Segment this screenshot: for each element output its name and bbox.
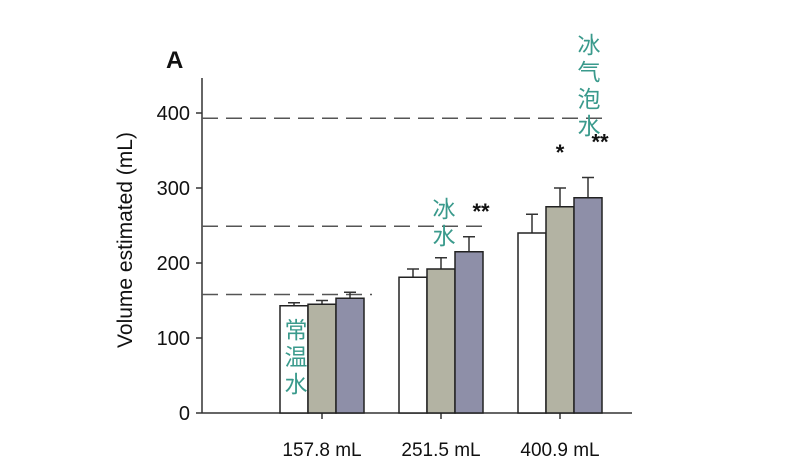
annotation-label: 冰气泡水 bbox=[573, 33, 599, 141]
significance-marker: ** bbox=[591, 130, 609, 155]
y-tick-label: 100 bbox=[157, 328, 190, 350]
bar bbox=[307, 303, 337, 414]
annotation-label: 常温水 bbox=[280, 318, 306, 399]
bar bbox=[573, 197, 603, 414]
bar bbox=[426, 268, 456, 414]
bar bbox=[454, 251, 484, 414]
x-tick-label: 157.8 mL bbox=[282, 440, 361, 461]
significance-marker: * bbox=[556, 140, 565, 165]
x-tick-label: 400.9 mL bbox=[520, 440, 599, 461]
y-tick-label: 300 bbox=[157, 178, 190, 200]
bar bbox=[545, 206, 575, 414]
bar bbox=[398, 276, 428, 414]
y-tick-label: 400 bbox=[157, 103, 190, 125]
y-tick-label: 200 bbox=[157, 253, 190, 275]
bar bbox=[279, 305, 309, 414]
bar bbox=[335, 297, 365, 414]
y-axis-label: Volume estimated (mL) bbox=[114, 132, 137, 348]
panel-label: A bbox=[166, 47, 183, 74]
bar bbox=[517, 232, 547, 414]
y-tick-label: 0 bbox=[179, 403, 190, 425]
significance-marker: ** bbox=[472, 199, 490, 224]
annotation-label: 冰水 bbox=[428, 197, 454, 251]
x-tick-label: 251.5 mL bbox=[401, 440, 480, 461]
